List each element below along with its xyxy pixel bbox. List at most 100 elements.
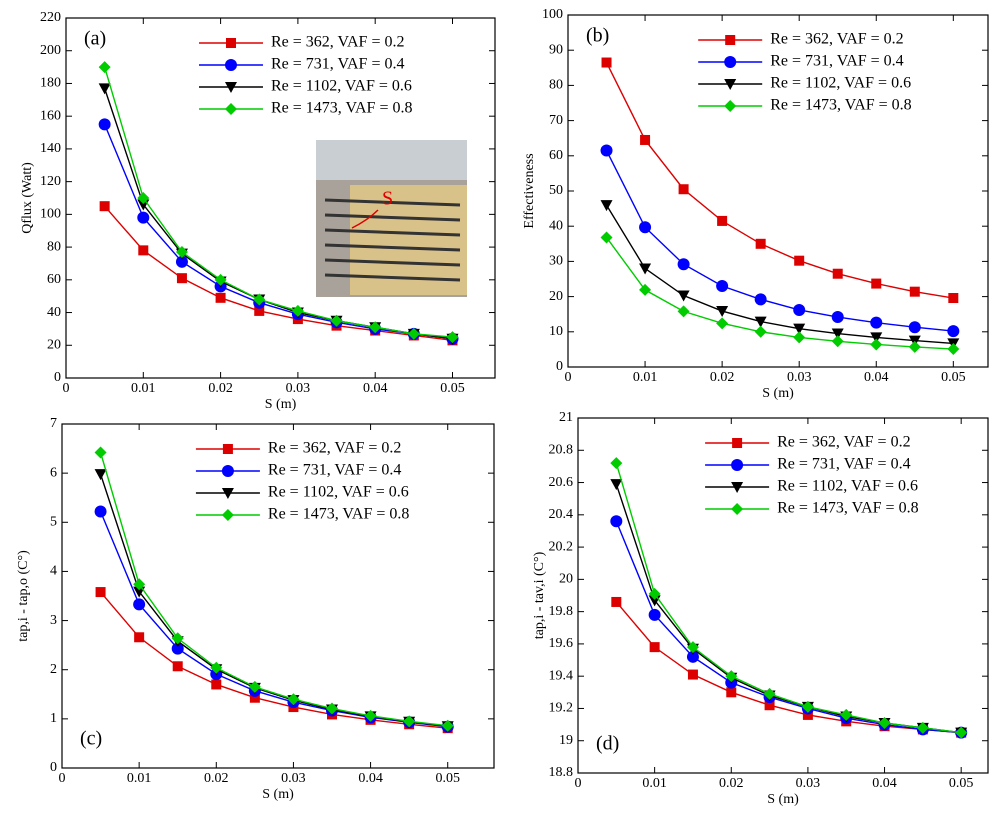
x-axis-label: S (m) <box>767 792 799 807</box>
y-tick-label: 21 <box>559 410 573 425</box>
legend-label: Re = 362, VAF = 0.2 <box>271 34 404 51</box>
series-line <box>103 66 453 338</box>
marker <box>137 192 150 204</box>
x-axis-label: S (m) <box>762 386 794 401</box>
y-tick-label: 60 <box>549 148 563 163</box>
marker <box>725 670 738 683</box>
marker <box>639 263 652 275</box>
marker <box>94 469 107 481</box>
marker <box>947 343 960 356</box>
marker <box>754 293 767 306</box>
marker <box>955 726 968 739</box>
marker <box>248 680 261 693</box>
legend-marker <box>731 459 744 471</box>
marker <box>133 578 146 591</box>
series-line <box>615 521 962 734</box>
panel-label: (a) <box>84 28 106 50</box>
marker <box>802 709 813 720</box>
marker <box>793 303 806 316</box>
marker <box>249 692 260 703</box>
legend-label: Re = 1473, VAF = 0.8 <box>770 97 911 114</box>
marker <box>611 596 622 607</box>
legend-marker <box>724 100 737 112</box>
y-axis-label: Effectiveness <box>522 153 537 228</box>
x-tick-label: 0 <box>575 776 582 791</box>
y-tick-label: 20 <box>559 572 573 587</box>
y-tick-label: 1 <box>50 711 57 726</box>
marker <box>171 632 184 645</box>
legend-label: Re = 362, VAF = 0.2 <box>770 31 903 48</box>
legend-label: Re = 1102, VAF = 0.6 <box>777 478 918 495</box>
marker <box>832 268 843 279</box>
photo-sky <box>316 140 467 180</box>
marker <box>138 245 149 256</box>
y-tick-label: 100 <box>542 7 563 22</box>
marker <box>211 679 222 690</box>
y-tick-label: 7 <box>50 416 57 431</box>
x-tick-label: 0.03 <box>281 771 306 786</box>
marker <box>134 632 145 643</box>
photo-arrow <box>351 209 379 229</box>
marker <box>908 321 921 334</box>
plot-frame <box>61 423 495 769</box>
marker <box>801 700 814 713</box>
y-tick-label: 20.6 <box>549 475 574 490</box>
panel-label: (d) <box>596 733 619 755</box>
legend-label: Re = 731, VAF = 0.4 <box>268 462 401 479</box>
legend-marker <box>724 79 737 90</box>
legend-label: Re = 731, VAF = 0.4 <box>271 56 404 73</box>
y-axis-label: Qflux (Watt) <box>20 162 35 234</box>
y-tick-label: 20 <box>47 337 61 352</box>
series-line <box>99 511 448 728</box>
marker <box>648 587 661 600</box>
legend-marker <box>222 444 233 454</box>
series-line <box>605 237 954 350</box>
y-tick-label: 80 <box>47 239 61 254</box>
y-tick-label: 120 <box>40 174 61 189</box>
y-tick-label: 19.8 <box>549 604 574 619</box>
marker <box>446 331 459 344</box>
y-tick-label: 140 <box>40 141 61 156</box>
marker <box>98 118 111 131</box>
y-tick-label: 160 <box>40 108 61 123</box>
x-tick-label: 0 <box>59 771 66 786</box>
y-tick-label: 200 <box>40 43 61 58</box>
y-axis-label: tap,i - tap,o (C°) <box>16 550 31 642</box>
marker <box>441 719 454 732</box>
marker <box>831 335 844 348</box>
series-line <box>605 62 954 299</box>
marker <box>754 325 767 338</box>
legend-marker <box>221 488 234 499</box>
y-tick-label: 180 <box>40 76 61 91</box>
panel-label: (b) <box>586 25 609 47</box>
marker <box>916 721 929 734</box>
series-line <box>615 462 962 734</box>
y-tick-label: 70 <box>549 113 563 128</box>
marker <box>793 323 806 335</box>
legend-marker <box>224 59 237 71</box>
marker <box>175 255 188 268</box>
marker <box>171 642 184 655</box>
y-tick-label: 50 <box>549 183 563 198</box>
y-tick-label: 100 <box>40 207 61 222</box>
marker <box>840 708 853 721</box>
inset-photo: S <box>316 140 467 297</box>
x-tick-label: 0 <box>565 370 572 385</box>
legend-label: Re = 731, VAF = 0.4 <box>770 53 903 70</box>
marker <box>717 215 728 226</box>
marker <box>878 716 891 729</box>
marker <box>764 700 775 711</box>
panel-label: (c) <box>80 728 102 750</box>
marker <box>831 311 844 324</box>
legend-label: Re = 731, VAF = 0.4 <box>777 456 910 473</box>
x-tick-label: 0.04 <box>358 771 383 786</box>
marker <box>98 83 111 95</box>
legend-marker <box>225 38 236 48</box>
legend-label: Re = 1473, VAF = 0.8 <box>268 506 409 523</box>
y-tick-label: 5 <box>50 515 57 530</box>
x-tick-label: 0.02 <box>719 776 744 791</box>
x-tick-label: 0.04 <box>363 381 388 396</box>
x-axis-label: S (m) <box>262 787 294 802</box>
x-tick-label: 0.01 <box>131 381 156 396</box>
marker <box>176 273 187 284</box>
